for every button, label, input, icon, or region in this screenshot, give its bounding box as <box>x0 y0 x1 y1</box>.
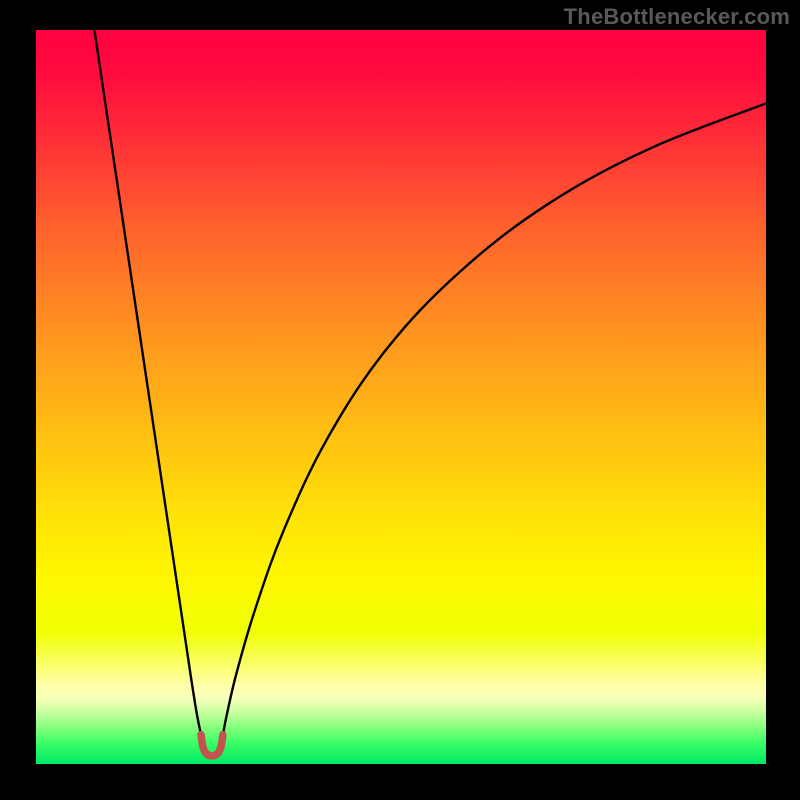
plot-area <box>36 30 766 764</box>
watermark-text: TheBottlenecker.com <box>564 4 790 30</box>
gradient-background <box>36 30 766 764</box>
chart-svg <box>36 30 766 764</box>
stage: TheBottlenecker.com <box>0 0 800 800</box>
plot-frame <box>36 30 766 764</box>
